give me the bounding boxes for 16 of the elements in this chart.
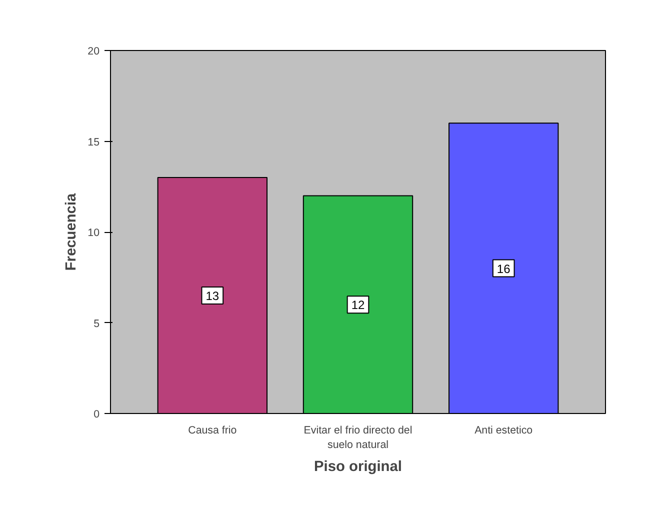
bar [157, 177, 268, 414]
y-tick-label: 5 [94, 318, 100, 330]
x-tick-label: Evitar el frio directo del suelo natural [304, 424, 412, 451]
x-tick-label: Anti estetico [474, 424, 533, 436]
x-tick-label: Causa frio [188, 424, 237, 436]
y-tick-label: 20 [88, 46, 100, 58]
y-tick-label: 10 [88, 227, 100, 239]
bar [302, 195, 414, 414]
y-axis-title: Frecuencia [64, 192, 80, 271]
data-label: 13 [206, 289, 220, 304]
bar [448, 122, 559, 414]
data-label: 12 [351, 298, 365, 312]
data-label: 16 [496, 262, 511, 276]
x-axis-title: Piso original [314, 458, 402, 475]
y-tick-label: 15 [88, 136, 100, 148]
y-tick-label: 0 [94, 408, 100, 420]
